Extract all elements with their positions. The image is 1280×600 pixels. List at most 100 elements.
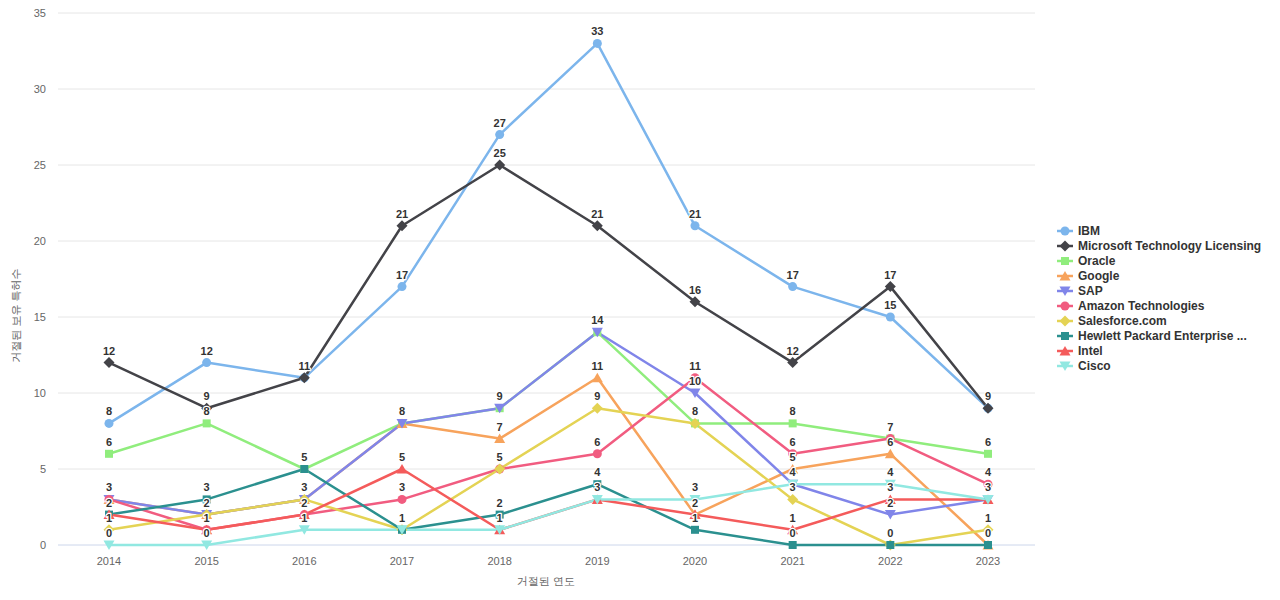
data-label: 3 — [106, 481, 112, 493]
data-label: 6 — [594, 436, 600, 448]
data-label: 2 — [497, 497, 503, 509]
data-label: 1 — [301, 512, 307, 524]
data-point-ibm[interactable] — [202, 358, 211, 367]
series-line-cisco — [109, 484, 988, 545]
data-label: 3 — [887, 481, 893, 493]
data-point-ibm[interactable] — [398, 282, 407, 291]
data-label: 27 — [494, 117, 506, 129]
data-label: 4 — [790, 466, 797, 478]
legend-item-amazon-technologies[interactable]: Amazon Technologies — [1057, 299, 1205, 313]
x-tick-label: 2022 — [878, 555, 902, 567]
legend-square-icon — [1061, 257, 1069, 265]
x-tick-label: 2014 — [97, 555, 121, 567]
data-label: 8 — [106, 405, 112, 417]
series-line-ibm — [109, 43, 988, 423]
data-point-amazon-technologies[interactable] — [398, 495, 407, 504]
data-label: 8 — [790, 405, 796, 417]
data-label: 2 — [692, 497, 698, 509]
data-label: 25 — [494, 147, 506, 159]
data-point-ibm[interactable] — [886, 313, 895, 322]
series-line-sap — [109, 332, 988, 514]
y-tick-label: 30 — [34, 83, 46, 95]
legend-label: Cisco — [1078, 359, 1111, 373]
y-tick-label: 5 — [40, 463, 46, 475]
legend-label: Oracle — [1078, 254, 1116, 268]
data-label: 5 — [301, 451, 307, 463]
data-point-amazon-technologies[interactable] — [593, 449, 602, 458]
data-label: 6 — [790, 436, 796, 448]
legend-item-oracle[interactable]: Oracle — [1057, 254, 1116, 268]
legend-label: Hewlett Packard Enterprise ... — [1078, 329, 1247, 343]
legend-item-cisco[interactable]: Cisco — [1057, 359, 1111, 373]
data-label: 17 — [787, 269, 799, 281]
data-label: 5 — [790, 451, 796, 463]
line-chart-canvas: 0510152025303520142015201620172018201920… — [0, 0, 1280, 600]
y-axis-title: 거절된 보유 특허수 — [9, 236, 24, 396]
legend-square-icon — [1061, 332, 1069, 340]
legend-item-microsoft-technology-licensing[interactable]: Microsoft Technology Licensing — [1057, 239, 1261, 253]
legend-item-ibm[interactable]: IBM — [1057, 224, 1100, 238]
data-label: 0 — [790, 527, 796, 539]
y-tick-label: 15 — [34, 311, 46, 323]
data-label: 9 — [497, 390, 503, 402]
data-point-hewlett-packard-enterprise[interactable] — [886, 541, 894, 549]
x-tick-label: 2015 — [194, 555, 218, 567]
data-label: 17 — [396, 269, 408, 281]
data-label: 7 — [497, 421, 503, 433]
legend-item-salesforce-com[interactable]: Salesforce.com — [1057, 314, 1167, 328]
data-point-oracle[interactable] — [789, 419, 797, 427]
data-point-google[interactable] — [592, 373, 603, 383]
legend-item-sap[interactable]: SAP — [1057, 284, 1103, 298]
data-label: 1 — [692, 512, 698, 524]
data-label: 3 — [301, 481, 307, 493]
data-label: 0 — [985, 527, 991, 539]
data-label: 3 — [594, 481, 600, 493]
legend-item-intel[interactable]: Intel — [1057, 344, 1103, 358]
legend-circle-icon — [1061, 302, 1070, 311]
legend-item-google[interactable]: Google — [1057, 269, 1120, 283]
legend-label: IBM — [1078, 224, 1100, 238]
data-label: 4 — [985, 466, 992, 478]
data-point-hewlett-packard-enterprise[interactable] — [789, 541, 797, 549]
y-tick-label: 0 — [40, 539, 46, 551]
data-point-oracle[interactable] — [105, 450, 113, 458]
chart-plot-area: 0510152025303520142015201620172018201920… — [0, 0, 1280, 600]
series-line-oracle — [109, 332, 988, 469]
data-label: 33 — [591, 25, 603, 37]
data-label: 9 — [985, 390, 991, 402]
x-axis-title: 거절된 연도 — [0, 574, 1092, 589]
data-label: 21 — [396, 208, 408, 220]
data-label: 8 — [692, 405, 698, 417]
data-label: 14 — [591, 314, 604, 326]
data-point-ibm[interactable] — [593, 39, 602, 48]
data-label: 9 — [204, 390, 210, 402]
data-point-ibm[interactable] — [788, 282, 797, 291]
data-label: 8 — [204, 405, 210, 417]
legend-label: Intel — [1078, 344, 1103, 358]
data-point-hewlett-packard-enterprise[interactable] — [984, 541, 992, 549]
data-point-oracle[interactable] — [203, 419, 211, 427]
data-point-hewlett-packard-enterprise[interactable] — [300, 465, 308, 473]
legend-label: Microsoft Technology Licensing — [1078, 239, 1261, 253]
legend-item-hewlett-packard-enterprise[interactable]: Hewlett Packard Enterprise ... — [1057, 329, 1247, 343]
data-label: 8 — [399, 405, 405, 417]
data-point-oracle[interactable] — [984, 450, 992, 458]
data-label: 16 — [689, 284, 701, 296]
x-tick-label: 2016 — [292, 555, 316, 567]
legend-label: SAP — [1078, 284, 1103, 298]
legend-diamond-icon — [1060, 241, 1071, 252]
data-label: 1 — [985, 512, 991, 524]
data-label: 0 — [887, 527, 893, 539]
data-label: 6 — [106, 436, 112, 448]
data-point-ibm[interactable] — [691, 221, 700, 230]
y-tick-label: 25 — [34, 159, 46, 171]
data-label: 7 — [887, 421, 893, 433]
legend-label: Amazon Technologies — [1078, 299, 1205, 313]
data-label: 2 — [887, 497, 893, 509]
data-point-ibm[interactable] — [495, 130, 504, 139]
data-label: 2 — [204, 497, 210, 509]
data-point-ibm[interactable] — [105, 419, 114, 428]
data-point-microsoft-technology-licensing[interactable] — [104, 357, 115, 368]
data-point-hewlett-packard-enterprise[interactable] — [691, 526, 699, 534]
data-label: 17 — [884, 269, 896, 281]
